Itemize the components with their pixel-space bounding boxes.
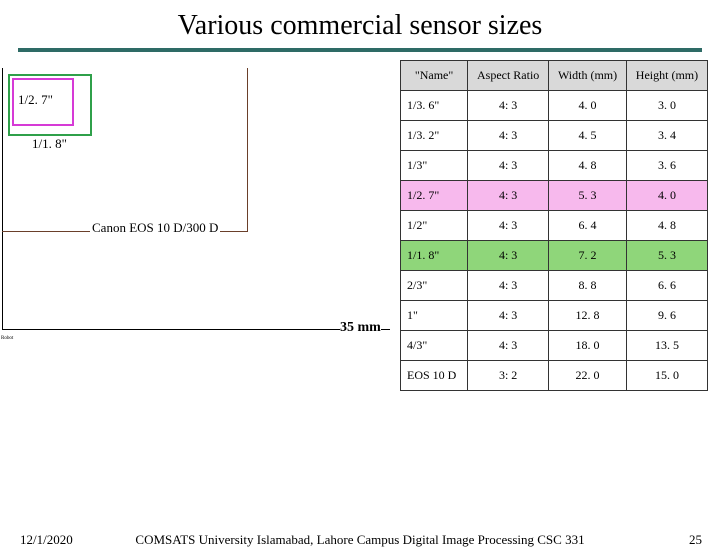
table-cell: 4: 3 <box>468 121 549 151</box>
sensor-table-wrap: "Name" Aspect Ratio Width (mm) Height (m… <box>400 60 708 391</box>
table-row: EOS 10 D3: 222. 015. 0 <box>401 361 708 391</box>
table-row: 1/2. 7"4: 35. 34. 0 <box>401 181 708 211</box>
table-row: 4/3"4: 318. 013. 5 <box>401 331 708 361</box>
table-cell: 4/3" <box>401 331 468 361</box>
footer-center: COMSATS University Islamabad, Lahore Cam… <box>0 532 720 548</box>
table-cell: 1/2. 7" <box>401 181 468 211</box>
table-cell: 4: 3 <box>468 181 549 211</box>
table-cell: 4. 0 <box>626 181 707 211</box>
table-row: 1/1. 8"4: 37. 25. 3 <box>401 241 708 271</box>
table-cell: 4: 3 <box>468 151 549 181</box>
table-row: 1/3. 2"4: 34. 53. 4 <box>401 121 708 151</box>
table-cell: 4: 3 <box>468 271 549 301</box>
table-cell: 5. 3 <box>549 181 627 211</box>
table-cell: 7. 2 <box>549 241 627 271</box>
table-cell: 1" <box>401 301 468 331</box>
table-cell: 6. 6 <box>626 271 707 301</box>
table-cell: 15. 0 <box>626 361 707 391</box>
col-width: Width (mm) <box>549 61 627 91</box>
table-cell: 4: 3 <box>468 211 549 241</box>
footer-page: 25 <box>689 532 702 548</box>
table-cell: 3. 0 <box>626 91 707 121</box>
table-row: 1/3. 6"4: 34. 03. 0 <box>401 91 708 121</box>
table-cell: 12. 8 <box>549 301 627 331</box>
table-cell: 3. 4 <box>626 121 707 151</box>
table-cell: 1/3. 6" <box>401 91 468 121</box>
label-1-2-7: 1/2. 7" <box>16 92 55 108</box>
table-cell: 4: 3 <box>468 91 549 121</box>
label-eos: Canon EOS 10 D/300 D <box>90 220 220 236</box>
label-robot: Robot <box>1 336 13 341</box>
table-header-row: "Name" Aspect Ratio Width (mm) Height (m… <box>401 61 708 91</box>
table-cell: 4: 3 <box>468 331 549 361</box>
table-cell: 4. 0 <box>549 91 627 121</box>
col-height: Height (mm) <box>626 61 707 91</box>
table-cell: 1/2" <box>401 211 468 241</box>
table-cell: 18. 0 <box>549 331 627 361</box>
table-cell: 9. 6 <box>626 301 707 331</box>
table-cell: 4: 3 <box>468 241 549 271</box>
table-cell: 3: 2 <box>468 361 549 391</box>
table-cell: 1/1. 8" <box>401 241 468 271</box>
table-row: 1/3"4: 34. 83. 6 <box>401 151 708 181</box>
table-row: 1"4: 312. 89. 6 <box>401 301 708 331</box>
table-row: 1/2"4: 36. 44. 8 <box>401 211 708 241</box>
table-cell: 5. 3 <box>626 241 707 271</box>
col-aspect: Aspect Ratio <box>468 61 549 91</box>
table-cell: 3. 6 <box>626 151 707 181</box>
table-cell: 1/3. 2" <box>401 121 468 151</box>
label-1-1-8: 1/1. 8" <box>32 136 67 152</box>
page-title: Various commercial sensor sizes <box>0 0 720 48</box>
table-cell: 4. 5 <box>549 121 627 151</box>
table-row: 2/3"4: 38. 86. 6 <box>401 271 708 301</box>
sensor-diagram: 1/2. 7" 1/1. 8" Canon EOS 10 D/300 D 35 … <box>2 68 392 388</box>
label-35mm: 35 mm <box>340 320 381 336</box>
table-cell: 4. 8 <box>549 151 627 181</box>
table-cell: 8. 8 <box>549 271 627 301</box>
table-cell: 1/3" <box>401 151 468 181</box>
table-cell: 13. 5 <box>626 331 707 361</box>
col-name: "Name" <box>401 61 468 91</box>
table-cell: EOS 10 D <box>401 361 468 391</box>
table-cell: 22. 0 <box>549 361 627 391</box>
table-cell: 4. 8 <box>626 211 707 241</box>
sensor-table: "Name" Aspect Ratio Width (mm) Height (m… <box>400 60 708 391</box>
content-area: 1/2. 7" 1/1. 8" Canon EOS 10 D/300 D 35 … <box>0 52 720 482</box>
table-cell: 6. 4 <box>549 211 627 241</box>
table-cell: 2/3" <box>401 271 468 301</box>
table-cell: 4: 3 <box>468 301 549 331</box>
